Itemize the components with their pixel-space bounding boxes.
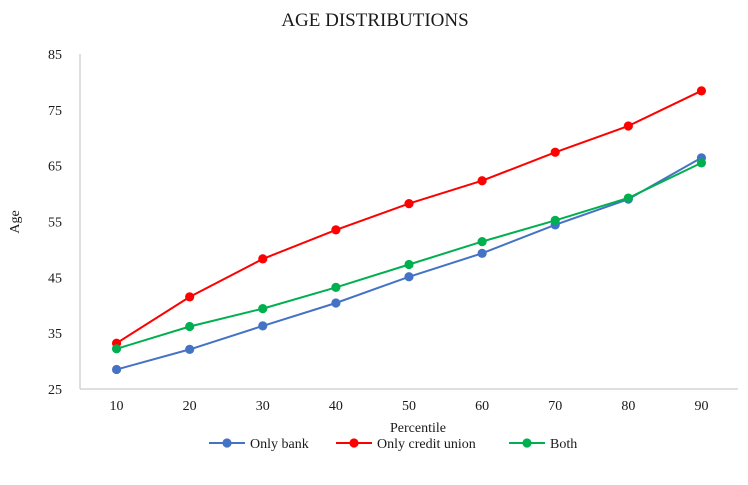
data-point-only-bank <box>111 364 122 375</box>
chart-title: AGE DISTRIBUTIONS <box>281 10 468 31</box>
y-tick-label: 85 <box>48 48 62 63</box>
x-tick-label: 50 <box>402 399 416 414</box>
y-tick-label: 65 <box>48 160 62 175</box>
series-line-only-credit-union <box>116 89 702 345</box>
data-point-only-bank <box>404 272 414 282</box>
legend-item-only-bank: Only bank <box>209 437 309 452</box>
y-tick-label: 35 <box>48 327 62 342</box>
x-tick-label: 90 <box>694 399 708 414</box>
data-point-both <box>185 321 195 332</box>
x-tick-label: 30 <box>256 399 270 414</box>
data-point-only-credit-union <box>696 86 707 96</box>
data-point-only-credit-union <box>331 225 341 235</box>
legend-swatch-marker <box>222 438 232 448</box>
data-point-both <box>404 259 414 270</box>
data-point-both <box>623 193 633 203</box>
x-tick-label: 80 <box>621 399 635 414</box>
legend: Only bank Only credit union Both <box>209 437 577 452</box>
x-tick-label: 60 <box>475 399 489 414</box>
legend-swatch-marker <box>349 438 359 448</box>
data-point-only-bank <box>477 248 487 258</box>
data-point-only-credit-union <box>477 176 487 186</box>
data-point-both <box>696 158 707 168</box>
data-point-both <box>550 215 560 225</box>
data-point-both <box>331 282 341 292</box>
data-point-both <box>477 237 487 247</box>
x-tick-label: 40 <box>329 399 343 414</box>
legend-swatch-marker <box>522 438 532 448</box>
data-point-both <box>111 344 122 354</box>
legend-label: Only bank <box>250 437 309 452</box>
legend-label: Both <box>550 437 577 452</box>
y-axis-title: Age <box>8 210 23 233</box>
data-point-both <box>258 304 268 314</box>
y-tick-labels: 25 35 45 55 65 75 85 <box>48 48 62 398</box>
legend-item-both: Both <box>509 437 577 452</box>
y-tick-label: 25 <box>48 383 62 398</box>
x-tick-label: 70 <box>548 399 562 414</box>
y-tick-label: 45 <box>48 271 62 286</box>
data-point-only-credit-union <box>185 292 195 302</box>
data-point-only-bank <box>258 321 268 331</box>
series-only-credit-union <box>111 86 707 348</box>
data-point-only-credit-union <box>258 254 268 264</box>
data-point-only-bank <box>331 298 341 308</box>
x-tick-label: 20 <box>183 399 197 414</box>
legend-label: Only credit union <box>377 437 476 452</box>
series-layer <box>111 86 707 375</box>
data-point-only-credit-union <box>404 199 414 209</box>
data-point-only-credit-union <box>623 121 633 131</box>
y-tick-label: 55 <box>48 216 62 231</box>
data-point-only-bank <box>185 344 195 354</box>
legend-item-only-credit-union: Only credit union <box>336 437 476 452</box>
y-tick-label: 75 <box>48 104 62 119</box>
series-both <box>111 158 707 354</box>
x-tick-label: 10 <box>110 399 124 414</box>
x-axis-title: Percentile <box>390 421 446 436</box>
x-tick-labels: 10 20 30 40 50 60 70 80 90 <box>110 399 709 414</box>
data-point-only-credit-union <box>550 147 560 157</box>
series-line-both <box>116 161 702 350</box>
